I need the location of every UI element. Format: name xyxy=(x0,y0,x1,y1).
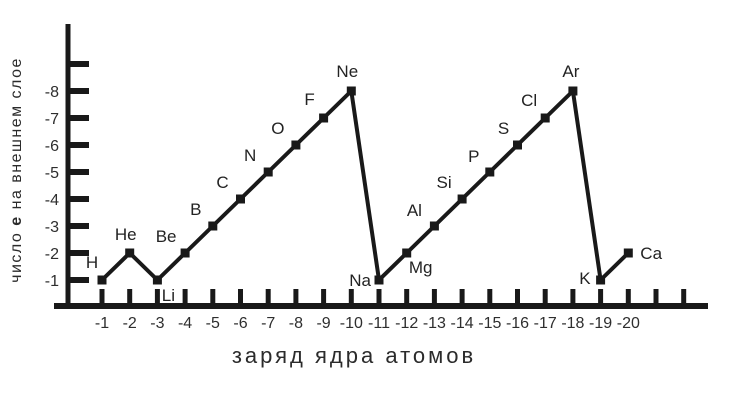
data-point-P xyxy=(485,167,495,177)
y-tick-label-2: -2 xyxy=(45,246,59,263)
data-point-Mg xyxy=(402,248,412,258)
element-label-N: N xyxy=(244,146,256,165)
y-tick-label-4: -4 xyxy=(45,192,59,209)
x-tick-label-15: -15 xyxy=(478,315,501,332)
x-tick-label-3: -3 xyxy=(150,315,164,332)
data-point-Al xyxy=(429,221,439,231)
y-axis-title: число е на внешнем слое xyxy=(8,57,26,283)
electron-symbol: е xyxy=(8,215,25,226)
x-tick-label-12: -12 xyxy=(395,315,418,332)
element-label-Ar: Ar xyxy=(562,62,579,81)
y-axis-title-part-1: число xyxy=(8,225,25,283)
data-point-Be xyxy=(180,248,190,258)
element-label-H: H xyxy=(86,253,98,272)
element-label-Mg: Mg xyxy=(409,258,433,277)
data-point-Na xyxy=(374,275,384,285)
element-label-Be: Be xyxy=(156,227,177,246)
data-point-O xyxy=(291,140,301,150)
data-point-N xyxy=(263,167,273,177)
data-point-F xyxy=(319,113,329,123)
element-label-O: O xyxy=(271,119,284,138)
y-tick-label-1: -1 xyxy=(45,273,59,290)
data-point-Li xyxy=(152,275,162,285)
x-tick-label-14: -14 xyxy=(451,315,474,332)
x-tick-label-20: -20 xyxy=(617,315,640,332)
data-point-B xyxy=(208,221,218,231)
x-tick-label-10: -10 xyxy=(340,315,363,332)
y-tick-label-5: -5 xyxy=(45,165,59,182)
data-point-Ar xyxy=(568,86,578,96)
element-label-F: F xyxy=(304,90,314,109)
x-tick-label-19: -19 xyxy=(589,315,612,332)
x-tick-label-17: -17 xyxy=(534,315,557,332)
data-point-K xyxy=(596,275,606,285)
element-label-Na: Na xyxy=(349,271,371,290)
data-point-S xyxy=(513,140,522,150)
data-point-Ne xyxy=(346,86,356,96)
y-tick-label-3: -3 xyxy=(45,219,59,236)
x-tick-label-7: -7 xyxy=(261,315,275,332)
x-tick-label-11: -11 xyxy=(368,315,390,332)
y-axis-title-part-2: на внешнем слое xyxy=(8,57,25,216)
element-label-C: C xyxy=(216,173,228,192)
x-tick-label-16: -16 xyxy=(506,315,529,332)
element-label-Cl: Cl xyxy=(521,91,537,110)
element-label-B: B xyxy=(190,200,201,219)
element-label-He: He xyxy=(115,225,137,244)
element-label-S: S xyxy=(498,119,509,138)
x-tick-label-8: -8 xyxy=(289,315,303,332)
data-point-Si xyxy=(457,194,467,204)
element-label-Li: Li xyxy=(162,286,175,305)
y-tick-label-8: -8 xyxy=(45,84,59,101)
x-tick-label-1: -1 xyxy=(95,315,109,332)
x-tick-label-6: -6 xyxy=(233,315,247,332)
element-label-Ne: Ne xyxy=(336,62,358,81)
x-axis-title: заряд ядра атомов xyxy=(231,343,477,368)
x-tick-label-18: -18 xyxy=(561,315,584,332)
x-tick-label-5: -5 xyxy=(206,315,220,332)
element-label-P: P xyxy=(468,147,479,166)
element-label-Ca: Ca xyxy=(640,244,662,263)
trend-line xyxy=(100,86,630,285)
data-point-Ca xyxy=(623,248,633,258)
data-point-Cl xyxy=(540,113,550,123)
x-tick-label-13: -13 xyxy=(423,315,446,332)
x-tick-label-2: -2 xyxy=(123,315,137,332)
x-tick-label-4: -4 xyxy=(178,315,192,332)
element-label-Si: Si xyxy=(437,173,452,192)
y-tick-label-6: -6 xyxy=(45,138,59,155)
y-tick-label-7: -7 xyxy=(45,111,59,128)
element-label-K: K xyxy=(579,269,591,288)
x-tick-label-9: -9 xyxy=(316,315,330,332)
data-point-He xyxy=(125,248,135,258)
data-point-H xyxy=(97,275,107,285)
data-point-C xyxy=(236,194,245,204)
element-label-Al: Al xyxy=(407,201,422,220)
